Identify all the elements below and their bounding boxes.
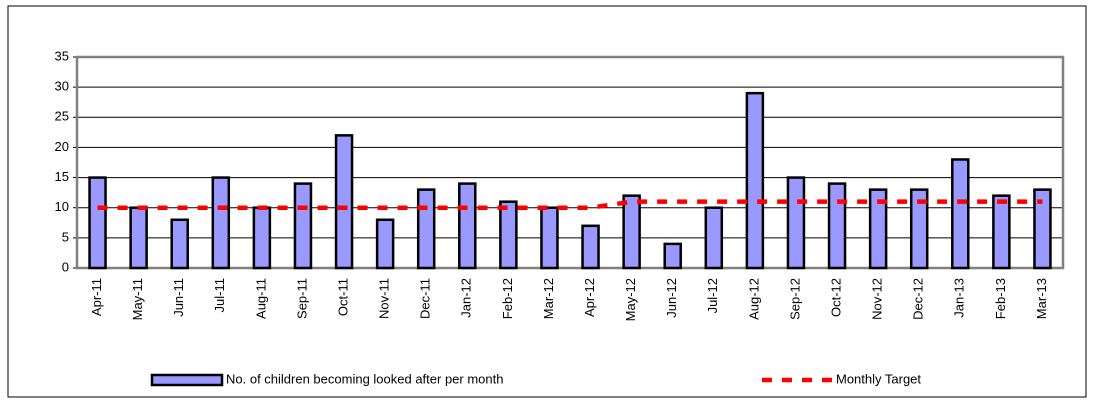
bar [170,218,189,270]
legend-label: Monthly Target [836,371,921,386]
bar [458,182,477,270]
bar [416,188,436,270]
bar [375,218,395,270]
y-tick-label: 15 [55,169,69,184]
bar [499,200,518,270]
x-tick-label: May-12 [623,278,638,321]
bar [540,206,559,270]
bar [622,194,641,270]
x-tick-label: Mar-13 [1034,278,1049,319]
x-tick-label: Apr-12 [582,278,597,317]
bar [992,194,1011,270]
x-tick-label: Apr-11 [89,278,104,316]
bar [211,176,231,270]
bar [88,176,107,270]
x-tick-label: Sep-12 [787,278,802,320]
bar [827,182,847,270]
x-tick-label: Jan-13 [952,278,967,318]
bar [129,206,148,270]
x-tick-label: Oct-11 [335,278,350,316]
bar [334,134,354,270]
bar [909,188,929,270]
x-tick-label: Aug-11 [253,278,268,319]
y-tick-label: 20 [55,139,69,154]
target-line [97,199,1043,210]
x-tick-label: Dec-11 [418,278,433,319]
bar [704,206,724,270]
bar [786,176,806,270]
bar [1033,188,1052,270]
legend-swatch [150,373,224,387]
x-tick-label: Jul-11 [212,278,227,312]
x-tick-label: Oct-12 [828,278,843,317]
x-tick-label: Feb-13 [993,278,1008,319]
x-tick-label: Mar-12 [541,278,556,319]
bar [663,242,682,270]
y-tick-label: 35 [55,48,69,63]
x-tick-label: Dec-12 [911,278,926,320]
y-tick-label: 25 [55,109,69,124]
x-tick-label: Feb-12 [500,278,515,319]
x-tick-label: Nov-12 [870,278,885,320]
y-tick-label: 10 [55,199,69,214]
bar [581,224,600,270]
x-tick-label: Nov-11 [377,278,392,319]
bar [868,188,888,270]
bar [293,182,313,270]
x-tick-label: Jul-12 [705,278,720,313]
y-tick-label: 30 [55,79,69,94]
bar [951,158,970,270]
x-tick-label: Aug-12 [746,278,761,320]
y-tick-label: 0 [62,259,69,274]
x-tick-label: Sep-11 [294,278,309,319]
x-tick-label: Jun-11 [171,278,186,317]
bar [745,91,765,270]
x-tick-label: May-11 [130,278,145,320]
bar [252,206,272,270]
legend-label: No. of children becoming looked after pe… [226,371,504,386]
y-tick-label: 5 [62,229,69,244]
plot-border [75,55,1065,270]
x-tick-label: Jun-12 [664,278,679,318]
x-tick-label: Jan-12 [459,278,474,318]
